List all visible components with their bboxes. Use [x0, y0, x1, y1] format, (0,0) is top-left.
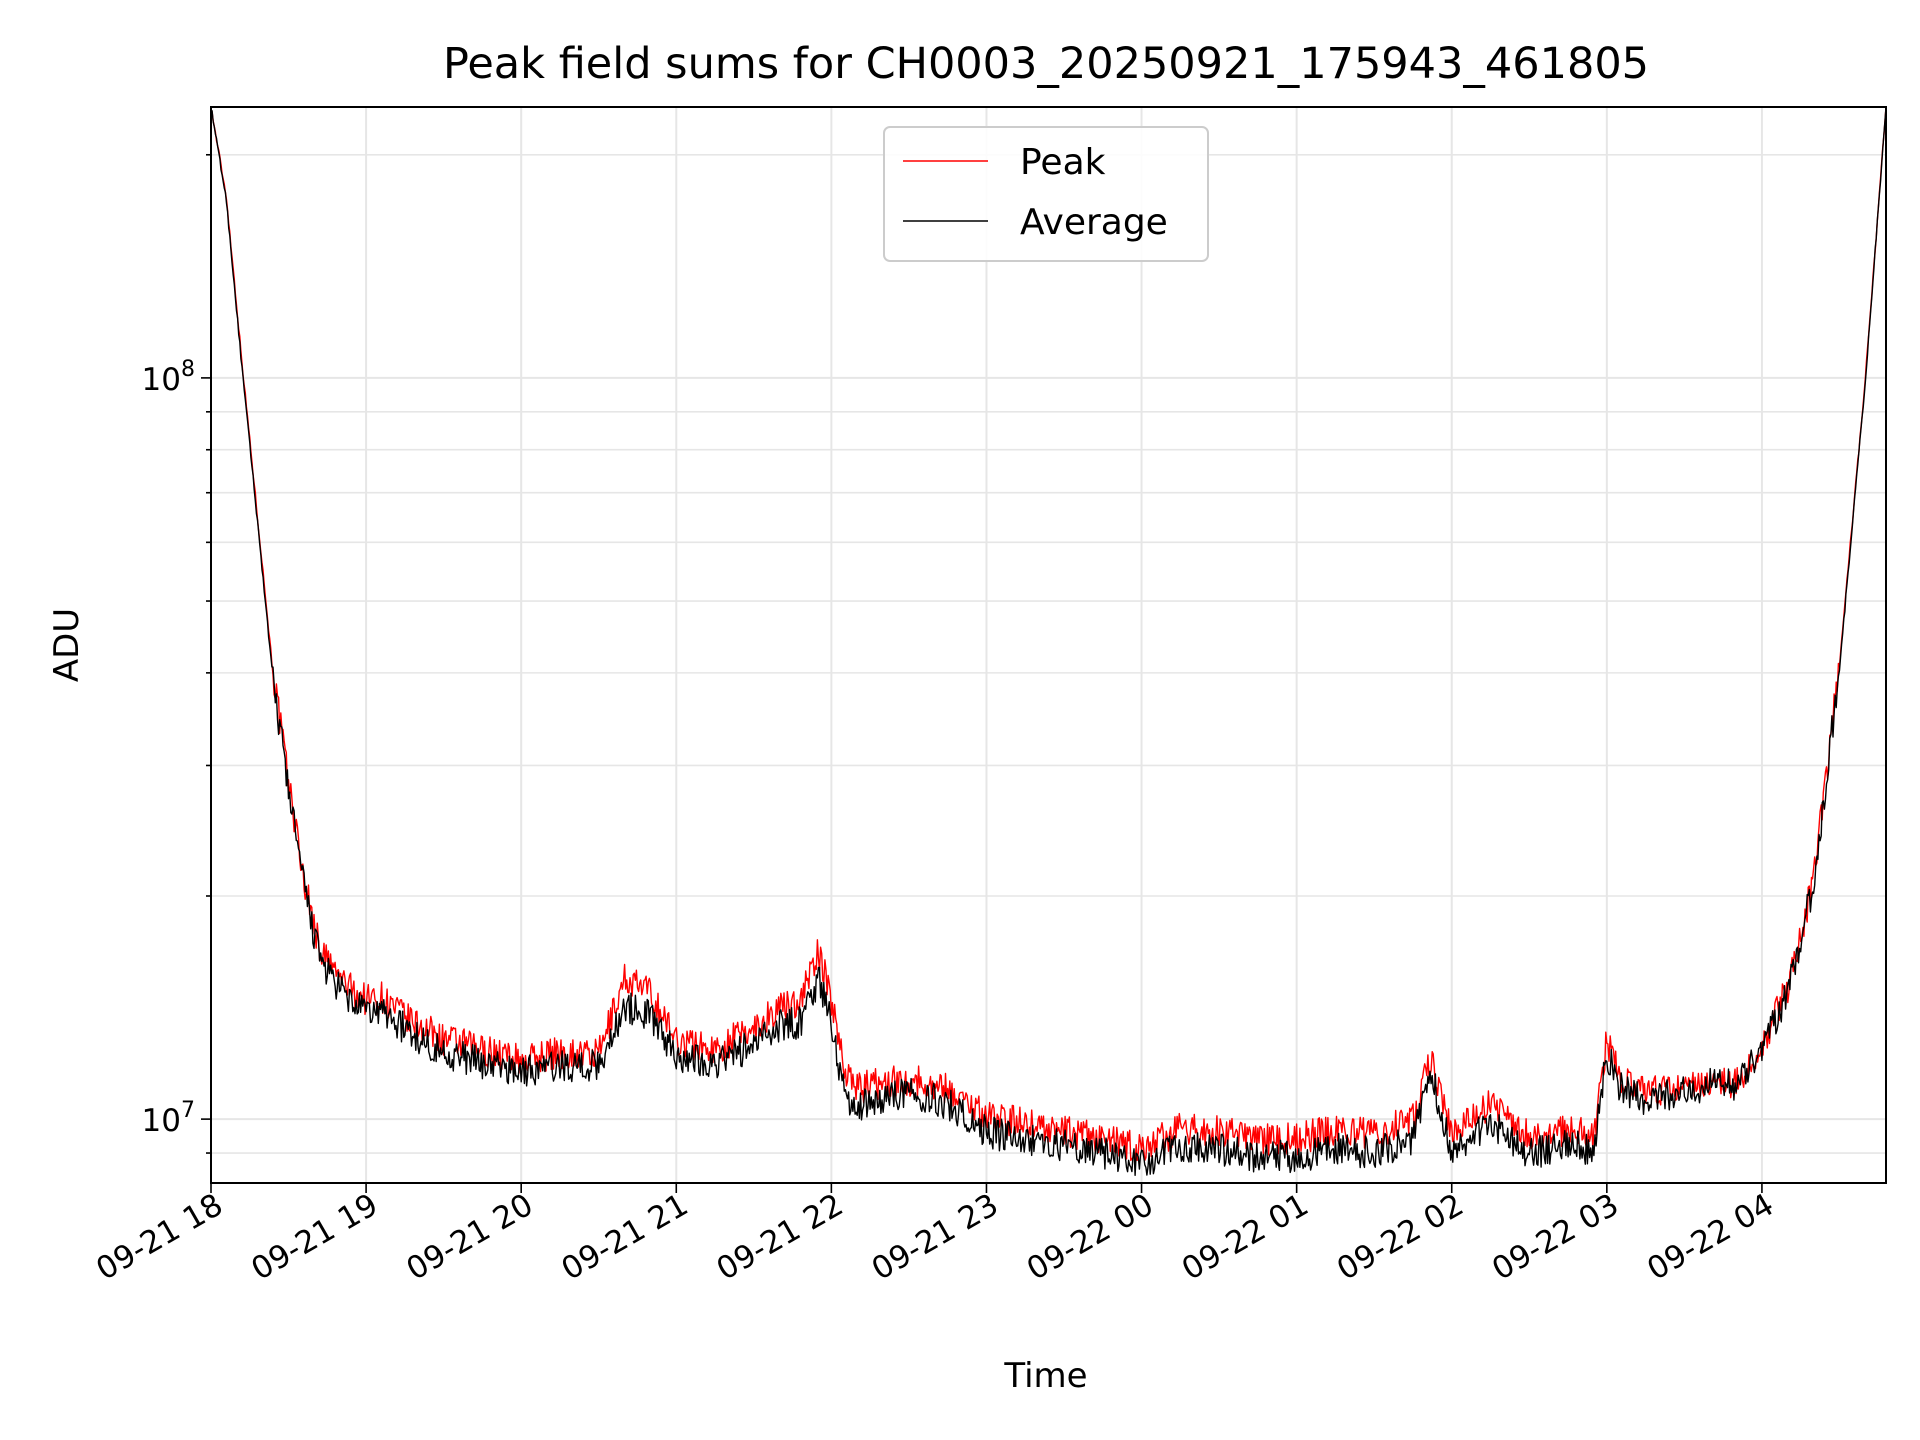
- legend: Peak Average: [883, 126, 1209, 262]
- series-line-peak: [210, 106, 1887, 1164]
- legend-label-average: Average: [1020, 202, 1168, 243]
- grid: [210, 107, 1886, 1183]
- legend-label-peak: Peak: [1020, 142, 1106, 183]
- plot-area-frame: [210, 106, 1887, 1184]
- y-axis-label: ADU: [47, 608, 87, 682]
- chart-title: Peak field sums for CH0003_20250921_1759…: [443, 39, 1649, 89]
- x-axis-label: Time: [1003, 1356, 1087, 1396]
- series-group: [210, 106, 1887, 1176]
- y-tick-label: 107: [142, 1098, 195, 1139]
- y-tick-label: 108: [142, 357, 195, 398]
- series-line-average: [210, 106, 1887, 1176]
